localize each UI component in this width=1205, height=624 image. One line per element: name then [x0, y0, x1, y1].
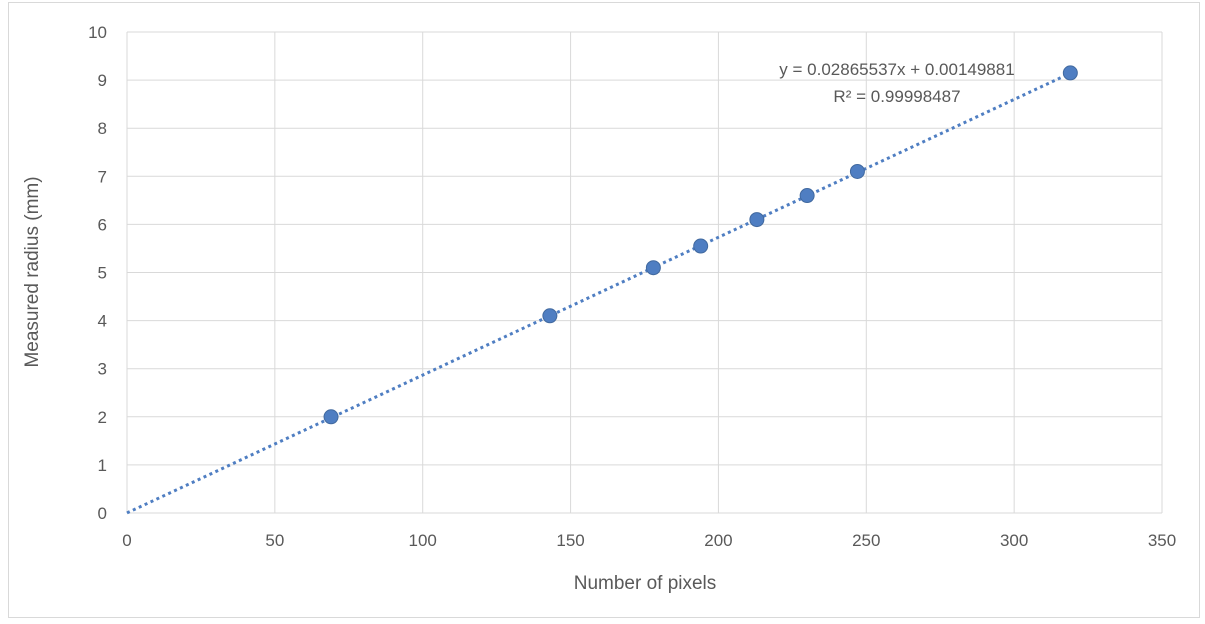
- y-axis-title: Measured radius (mm): [22, 176, 43, 367]
- y-tick-label: 1: [98, 456, 107, 475]
- y-tick-label: 8: [98, 119, 107, 138]
- data-point: [749, 212, 765, 228]
- data-point: [1062, 65, 1078, 81]
- data-point: [849, 163, 865, 179]
- data-point: [542, 308, 558, 324]
- x-tick-label: 150: [556, 531, 584, 550]
- data-points: [323, 65, 1078, 425]
- y-tick-labels: 0 1 2 3 4 5 6 7 8 9 10: [88, 23, 107, 523]
- y-tick-label: 7: [98, 167, 107, 186]
- trendline-equation: y = 0.02865537x + 0.00149881: [779, 60, 1014, 79]
- y-tick-label: 9: [98, 71, 107, 90]
- y-tick-label: 5: [98, 264, 107, 283]
- x-tick-label: 100: [409, 531, 437, 550]
- x-tick-label: 50: [265, 531, 284, 550]
- trendline: [126, 70, 1074, 515]
- data-point: [645, 260, 661, 276]
- y-tick-label: 10: [88, 23, 107, 42]
- y-tick-label: 6: [98, 215, 107, 234]
- data-point: [693, 238, 709, 254]
- r-squared-label: R² = 0.99998487: [833, 87, 960, 106]
- y-tick-label: 2: [98, 408, 107, 427]
- y-tick-label: 3: [98, 360, 107, 379]
- x-tick-labels: 0 50 100 150 200 250 300 350: [122, 531, 1176, 550]
- x-tick-label: 200: [704, 531, 732, 550]
- y-tick-label: 0: [98, 504, 107, 523]
- data-point: [323, 409, 339, 425]
- gridlines: [126, 31, 1163, 514]
- x-tick-label: 350: [1148, 531, 1176, 550]
- x-tick-label: 250: [852, 531, 880, 550]
- trendline-group: [126, 70, 1074, 515]
- data-point: [799, 188, 815, 204]
- x-tick-label: 300: [1000, 531, 1028, 550]
- y-tick-label: 4: [98, 312, 107, 331]
- x-tick-label: 0: [122, 531, 131, 550]
- x-axis-title: Number of pixels: [574, 573, 717, 594]
